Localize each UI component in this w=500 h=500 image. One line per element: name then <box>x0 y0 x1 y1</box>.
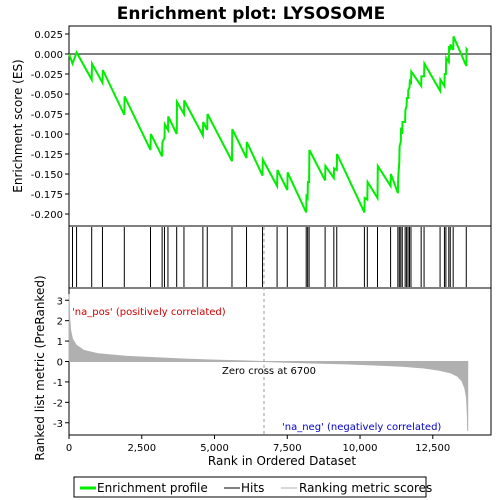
metric-y-tick-label: -2 <box>53 398 63 409</box>
neg-annotation: 'na_neg' (negatively correlated) <box>282 422 441 433</box>
metric-y-tick-label: -3 <box>53 419 63 430</box>
es-y-tick-label: -0.050 <box>31 90 63 101</box>
x-tick-label: 7,500 <box>273 443 302 454</box>
x-axis: 0 2,500 5,000 7,500 10,000 12,500 <box>66 435 450 454</box>
metric-layer <box>68 227 469 435</box>
metric-y-tick-label: 2 <box>57 317 63 328</box>
x-tick-label: 10,000 <box>343 443 378 454</box>
metric-y-axis-label: Ranked list metric (PreRanked) <box>33 275 47 460</box>
metric-area <box>68 294 469 431</box>
es-y-tick-label: 0.025 <box>34 30 63 41</box>
hits-layer <box>71 227 467 287</box>
es-y-tick-label: -0.025 <box>31 70 63 81</box>
es-y-axis-label: Enrichment score (ES) <box>11 59 25 192</box>
x-tick-label: 0 <box>66 443 72 454</box>
es-y-tick-label: 0.000 <box>34 50 63 61</box>
es-curve-layer <box>68 36 491 213</box>
es-y-tick-label: -0.150 <box>31 170 63 181</box>
es-y-tick-label: -0.100 <box>31 130 63 141</box>
es-y-tick-label: -0.175 <box>31 190 63 201</box>
metric-y-tick-label: 1 <box>57 337 63 348</box>
legend-label-metric: Ranking metric scores <box>299 481 432 495</box>
x-tick-label: 5,000 <box>200 443 229 454</box>
x-axis-label: Rank in Ordered Dataset <box>208 454 356 468</box>
pos-annotation: 'na_pos' (positively correlated) <box>72 307 226 318</box>
es-y-tick-label: -0.200 <box>31 210 63 221</box>
chart-title: Enrichment plot: LYSOSOME <box>117 4 385 24</box>
legend-label-enrichment: Enrichment profile <box>97 481 208 495</box>
hits-panel-frame <box>68 225 492 289</box>
es-curve-line <box>68 36 469 213</box>
legend-box <box>73 476 427 498</box>
metric-y-tick-label: 0 <box>57 358 63 369</box>
es-y-axis: 0.025 0.000 -0.025 -0.050 -0.075 -0.100 -0.125… <box>31 30 69 221</box>
metric-y-tick-label: 3 <box>57 296 63 307</box>
x-tick-label: 2,500 <box>127 443 156 454</box>
metric-y-tick-label: -1 <box>53 378 63 389</box>
zero-cross-annotation: Zero cross at 6700 <box>222 366 316 377</box>
legend-label-hits: Hits <box>241 481 264 495</box>
es-y-tick-label: -0.125 <box>31 150 63 161</box>
es-panel-frame <box>68 25 492 227</box>
x-tick-label: 12,500 <box>415 443 450 454</box>
metric-y-axis: 3 2 1 0 -1 -2 -3 <box>53 296 69 430</box>
es-y-tick-label: -0.075 <box>31 110 63 121</box>
